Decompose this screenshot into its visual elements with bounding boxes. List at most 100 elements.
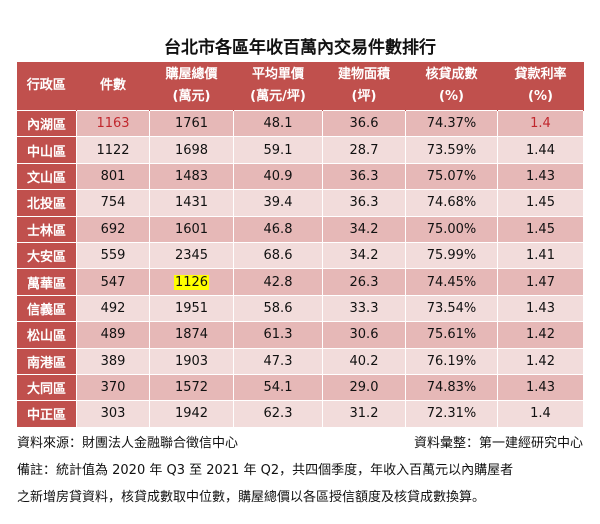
data-cell: 370	[76, 373, 150, 402]
cell-value: 46.8	[263, 221, 293, 237]
cell-value: 39.4	[263, 195, 293, 211]
cell-value: 75.07%	[426, 168, 477, 184]
data-cell: 1.47	[497, 268, 584, 296]
table-row: 士林區 692 1601 46.8 34.2 75.00% 1.45	[16, 215, 584, 243]
table-row: 中山區 1122 1698 59.1 28.7 73.59% 1.44	[16, 136, 584, 164]
cell-value: 34.2	[349, 221, 379, 237]
data-cell: 1163	[76, 109, 150, 138]
cell-value: 40.2	[349, 353, 379, 369]
cell-value: 489	[100, 327, 126, 343]
data-cell: 74.45%	[405, 268, 498, 296]
data-cell: 34.2	[322, 241, 406, 270]
cell-value: 72.31%	[426, 406, 477, 422]
data-cell: 1.43	[497, 162, 584, 191]
cell-value: 中山區	[26, 144, 66, 160]
data-cell: 1483	[149, 162, 234, 191]
data-cell: 1903	[149, 347, 234, 375]
data-cell: 559	[76, 241, 150, 270]
table-row: 信義區 492 1951 58.6 33.3 73.54% 1.43	[16, 294, 584, 323]
data-cell: 1942	[149, 400, 234, 428]
data-cell: 2345	[149, 241, 234, 270]
data-cell: 492	[76, 294, 150, 323]
data-cell: 692	[76, 215, 150, 243]
cell-value: 42.8	[263, 274, 293, 290]
data-cell: 39.4	[233, 189, 323, 217]
data-cell: 54.1	[233, 373, 323, 402]
table-row: 北投區 754 1431 39.4 36.3 74.68% 1.45	[16, 189, 584, 217]
data-cell: 61.3	[233, 321, 323, 349]
column-header: 建物面積 (坪)	[322, 62, 406, 111]
data-cell: 58.6	[233, 294, 323, 323]
data-cell: 1.43	[497, 294, 584, 323]
table-row: 南港區 389 1903 47.3 40.2 76.19% 1.42	[16, 347, 584, 375]
data-cell: 75.00%	[405, 215, 498, 243]
data-cell: 40.9	[233, 162, 323, 191]
cell-value: 36.6	[349, 116, 379, 132]
data-cell: 46.8	[233, 215, 323, 243]
cell-value: 1122	[96, 142, 130, 158]
header-line-1: 行政區	[26, 78, 66, 93]
header-line-1: 建物面積	[337, 67, 390, 82]
data-cell: 26.3	[322, 268, 406, 296]
cell-value: 36.3	[349, 195, 379, 211]
ranking-table: 行政區 件數 購屋總價 (萬元) 平均單價 (萬元/坪) 建物面積 (坪) 核貸成數 (%) 貸款利…	[16, 62, 584, 428]
cell-value: 47.3	[263, 353, 293, 369]
cell-value: 74.68%	[426, 195, 477, 211]
data-cell: 1.42	[497, 347, 584, 375]
cell-value: 492	[100, 300, 126, 316]
data-cell: 1.41	[497, 241, 584, 270]
table-title: 台北市各區年收百萬內交易件數排行	[164, 38, 436, 58]
cell-value: 73.59%	[426, 142, 477, 158]
cell-value: 68.6	[263, 248, 293, 264]
data-cell: 1572	[149, 373, 234, 402]
data-cell: 1.4	[497, 400, 584, 428]
compiled-note: 資料彙整：第一建經研究中心	[413, 436, 583, 451]
cell-value: 76.19%	[426, 353, 477, 369]
cell-value: 547	[100, 274, 126, 290]
cell-value: 40.9	[263, 168, 293, 184]
table-row: 大同區 370 1572 54.1 29.0 74.83% 1.43	[16, 373, 584, 402]
cell-value: 74.37%	[426, 116, 477, 132]
data-cell: 754	[76, 189, 150, 217]
header-line-2: (%)	[439, 89, 464, 104]
cell-value: 大安區	[26, 250, 66, 266]
cell-value: 南港區	[26, 355, 66, 371]
district-cell: 松山區	[16, 321, 77, 349]
cell-value: 文山區	[26, 170, 66, 186]
data-cell: 30.6	[322, 321, 406, 349]
data-cell: 389	[76, 347, 150, 375]
data-cell: 62.3	[233, 400, 323, 428]
data-cell: 547	[76, 268, 150, 296]
cell-value: 2345	[174, 248, 209, 264]
data-cell: 1126	[149, 268, 234, 296]
cell-value: 1431	[174, 195, 209, 211]
header-line-1: 件數	[99, 78, 126, 93]
district-cell: 文山區	[16, 162, 77, 191]
cell-value: 1903	[174, 353, 209, 369]
cell-value: 1163	[96, 116, 130, 132]
cell-value: 1126	[173, 274, 210, 290]
data-cell: 1601	[149, 215, 234, 243]
table-row: 內湖區 1163 1761 48.1 36.6 74.37% 1.4	[16, 109, 584, 138]
cell-value: 31.2	[349, 406, 379, 422]
cell-value: 1.43	[526, 300, 555, 316]
cell-value: 大同區	[26, 382, 66, 398]
cell-value: 33.3	[349, 300, 379, 316]
header-line-2: (坪)	[351, 89, 377, 104]
cell-value: 30.6	[349, 327, 379, 343]
cell-value: 1601	[174, 221, 209, 237]
cell-value: 信義區	[26, 302, 66, 318]
data-cell: 36.3	[322, 189, 406, 217]
data-cell: 48.1	[233, 109, 323, 138]
remark-line-2: 之新增房貸資料，核貸成數取中位數，購屋總價以各區授信額度及核貸成數換算。	[17, 490, 486, 505]
data-cell: 72.31%	[405, 400, 498, 428]
data-cell: 1.43	[497, 373, 584, 402]
data-cell: 47.3	[233, 347, 323, 375]
table-row: 松山區 489 1874 61.3 30.6 75.61% 1.42	[16, 321, 584, 349]
cell-value: 389	[100, 353, 126, 369]
cell-value: 中正區	[26, 408, 66, 424]
district-cell: 大同區	[16, 373, 77, 402]
cell-value: 1572	[174, 380, 209, 396]
header-line-2: (萬元/坪)	[250, 89, 306, 104]
cell-value: 54.1	[263, 380, 293, 396]
